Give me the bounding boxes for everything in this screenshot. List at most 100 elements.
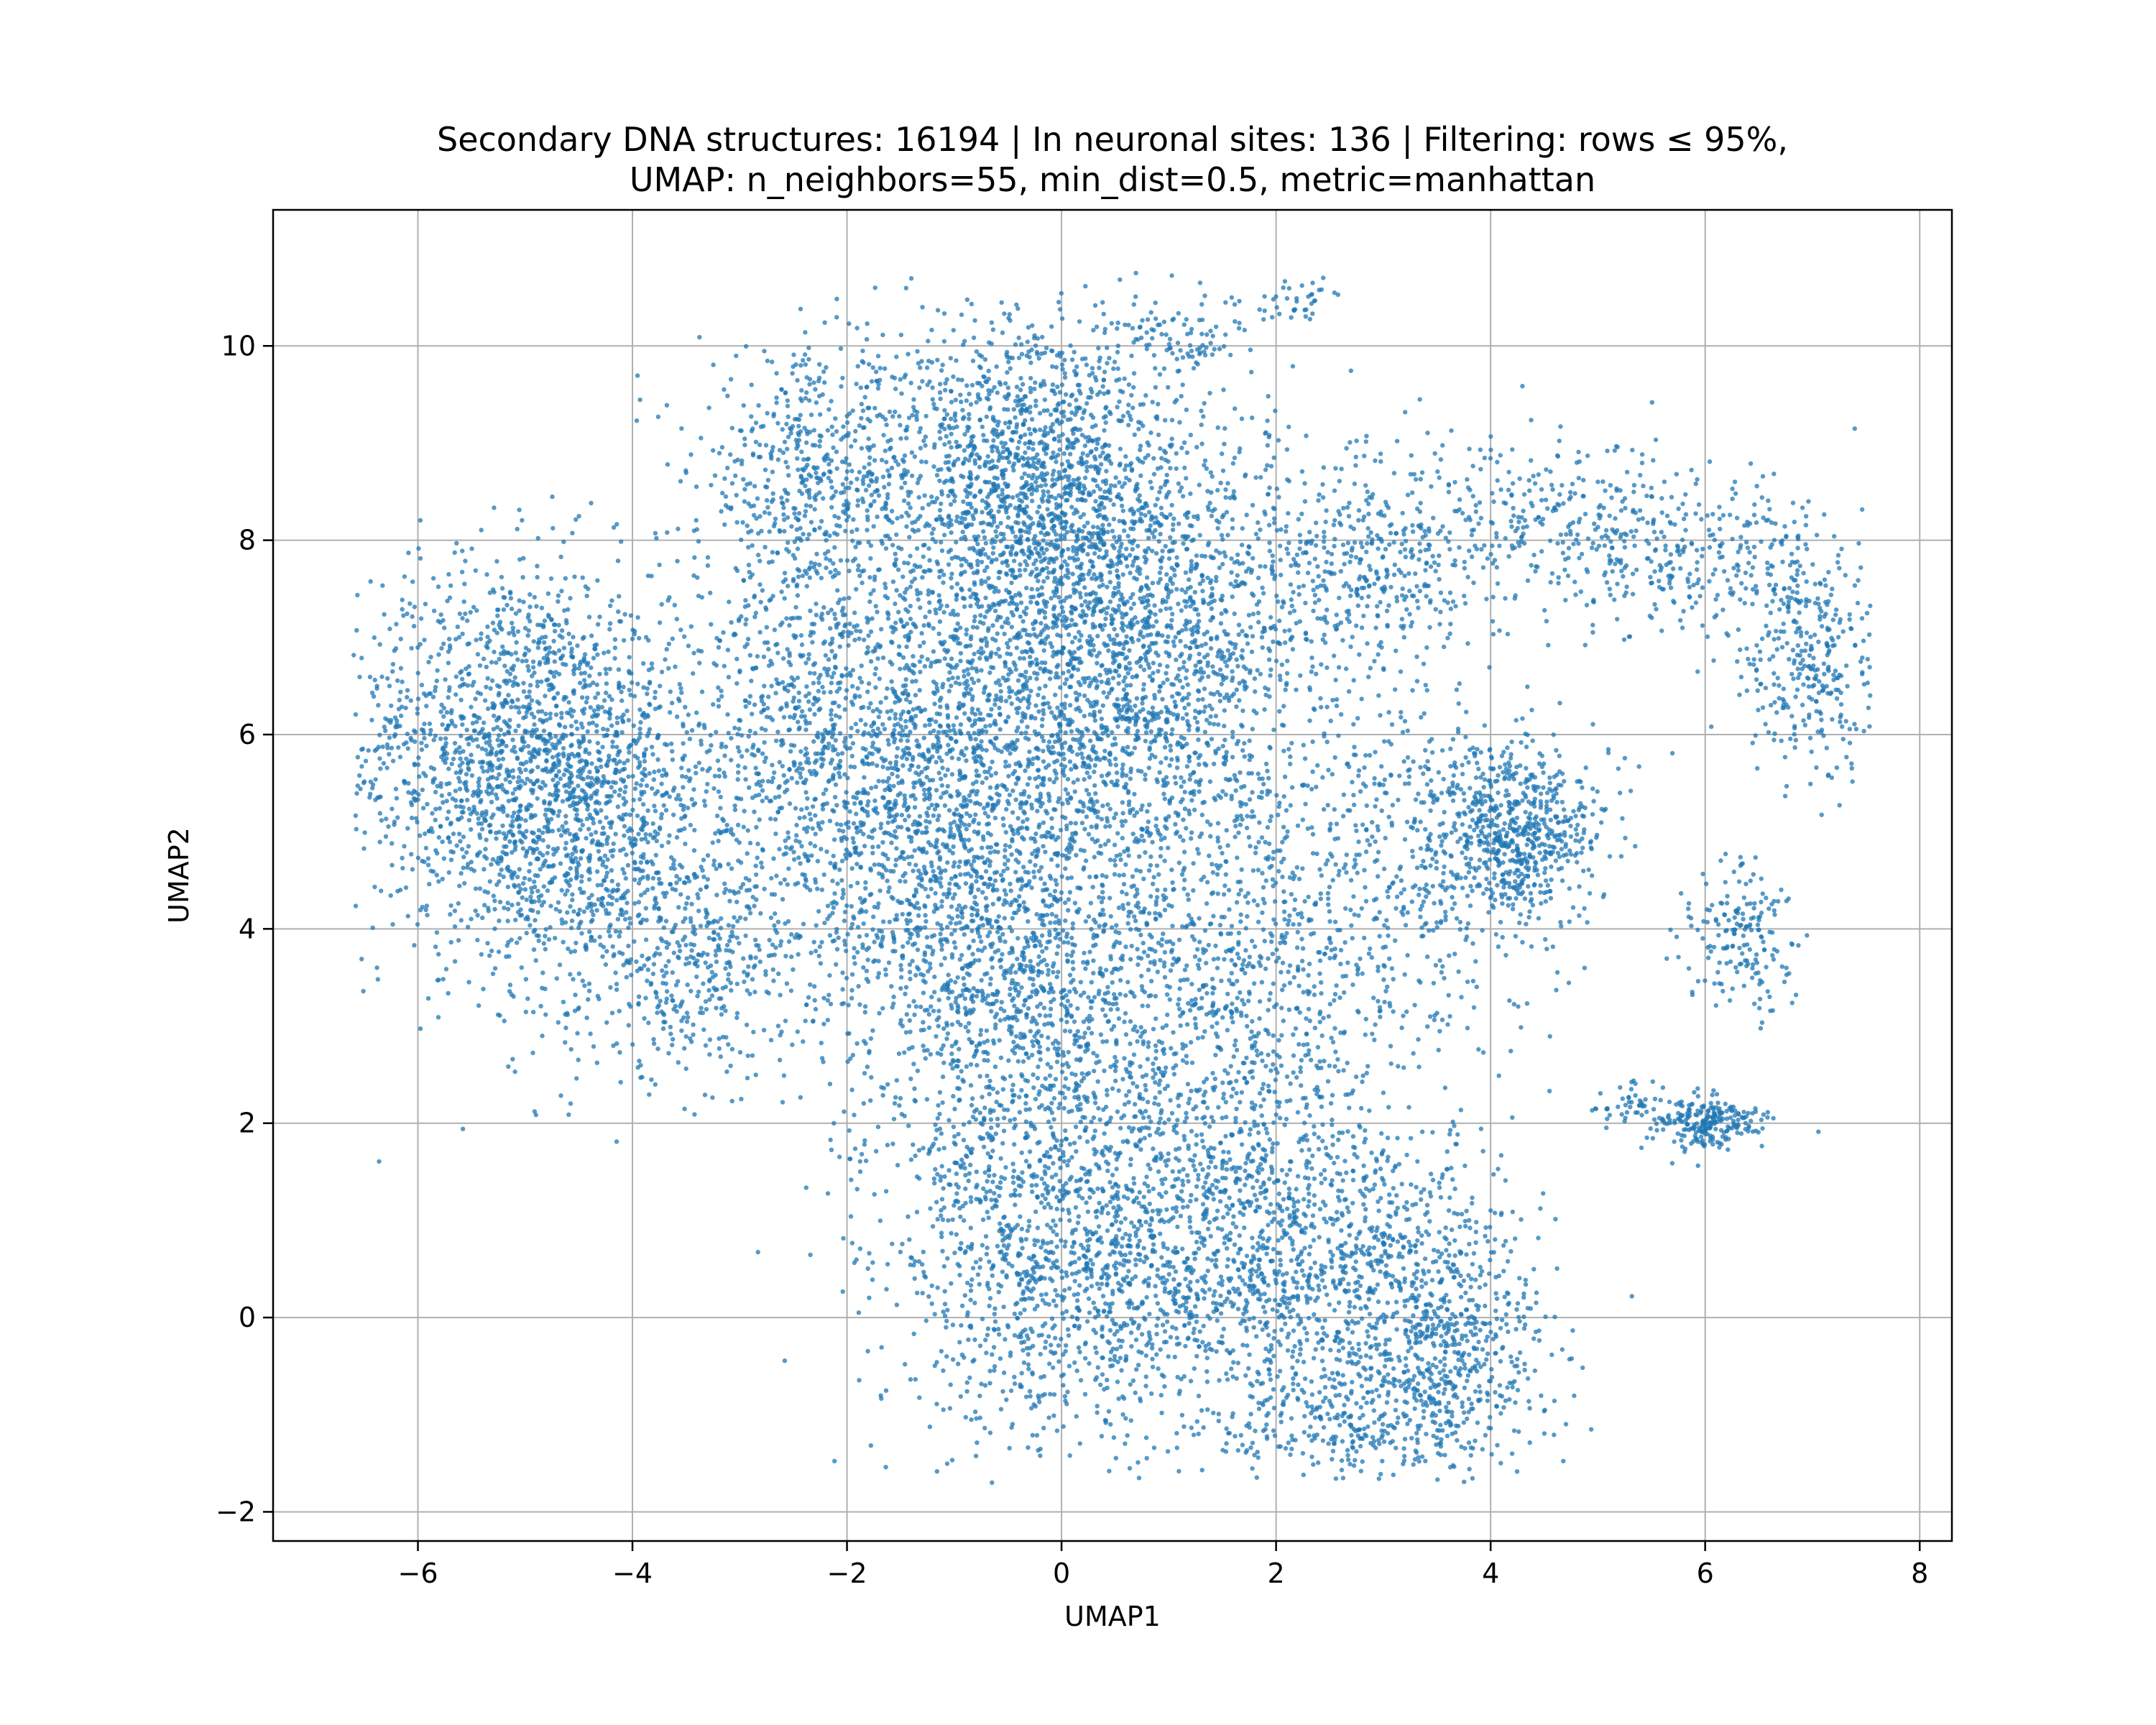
- scatter-point: [828, 1082, 832, 1086]
- scatter-point: [971, 625, 975, 629]
- scatter-point: [619, 1080, 623, 1085]
- scatter-point: [667, 595, 671, 599]
- scatter-point: [921, 1020, 925, 1024]
- scatter-point: [804, 1003, 808, 1007]
- scatter-point: [849, 726, 853, 730]
- scatter-point: [837, 828, 842, 832]
- scatter-point: [396, 745, 400, 750]
- scatter-point: [1067, 897, 1071, 901]
- scatter-point: [832, 837, 837, 842]
- scatter-point: [667, 642, 671, 646]
- scatter-point: [742, 443, 747, 447]
- scatter-point: [838, 731, 842, 735]
- scatter-point: [568, 866, 573, 870]
- scatter-point: [934, 788, 939, 792]
- scatter-point: [834, 449, 839, 454]
- scatter-point: [505, 603, 509, 607]
- scatter-point: [771, 978, 775, 983]
- scatter-point: [511, 667, 515, 671]
- scatter-point: [752, 903, 756, 908]
- scatter-point: [517, 824, 521, 829]
- scatter-point: [786, 882, 790, 886]
- scatter-point: [437, 835, 441, 840]
- scatter-point: [451, 832, 456, 836]
- scatter-point: [893, 387, 898, 391]
- scatter-point: [754, 666, 758, 670]
- scatter-point: [722, 664, 727, 668]
- scatter-point: [829, 708, 834, 712]
- scatter-point: [364, 759, 368, 763]
- scatter-point: [446, 835, 451, 840]
- scatter-point: [390, 806, 394, 811]
- scatter-point: [668, 1025, 673, 1029]
- scatter-point: [801, 653, 805, 658]
- scatter-point: [714, 953, 718, 957]
- scatter-point: [806, 456, 811, 461]
- scatter-point: [758, 960, 763, 964]
- scatter-point: [534, 958, 538, 962]
- scatter-point: [517, 883, 521, 888]
- scatter-point: [754, 825, 758, 829]
- scatter-point: [682, 1107, 686, 1111]
- scatter-point: [689, 902, 694, 906]
- scatter-point: [598, 758, 602, 763]
- scatter-point: [561, 540, 566, 544]
- scatter-point: [390, 863, 394, 868]
- scatter-point: [733, 808, 737, 812]
- scatter-point: [632, 798, 636, 802]
- scatter-point: [862, 730, 866, 735]
- scatter-point: [955, 907, 959, 911]
- scatter-point: [743, 916, 747, 921]
- scatter-point: [542, 729, 546, 733]
- scatter-point: [523, 729, 528, 733]
- scatter-point: [717, 774, 722, 778]
- scatter-point: [813, 507, 817, 511]
- scatter-point: [869, 1075, 873, 1080]
- scatter-point: [935, 358, 939, 362]
- scatter-point: [499, 750, 503, 755]
- scatter-point: [736, 763, 740, 768]
- scatter-point: [957, 865, 961, 869]
- scatter-point: [764, 796, 768, 800]
- scatter-point: [770, 359, 774, 364]
- scatter-point: [479, 952, 484, 957]
- scatter-point: [540, 903, 544, 907]
- scatter-point: [845, 1059, 849, 1064]
- scatter-point: [683, 842, 687, 846]
- scatter-point: [617, 749, 622, 753]
- scatter-point: [584, 792, 588, 796]
- scatter-point: [435, 851, 439, 855]
- scatter-point: [808, 561, 813, 565]
- scatter-point: [495, 614, 499, 618]
- scatter-point: [510, 737, 515, 742]
- scatter-point: [817, 525, 821, 530]
- scatter-point: [413, 790, 418, 794]
- scatter-point: [1004, 807, 1008, 811]
- scatter-point: [699, 739, 703, 743]
- scatter-point: [553, 670, 558, 674]
- scatter-point: [604, 667, 608, 671]
- scatter-point: [653, 951, 658, 955]
- scatter-point: [895, 754, 899, 758]
- scatter-point: [446, 650, 451, 654]
- scatter-point: [502, 875, 506, 879]
- scatter-point: [621, 796, 625, 801]
- scatter-point: [410, 803, 414, 807]
- scatter-point: [604, 865, 608, 869]
- scatter-point: [489, 750, 493, 754]
- scatter-point: [817, 490, 821, 494]
- scatter-point: [900, 813, 904, 817]
- scatter-point: [808, 707, 812, 712]
- scatter-point: [473, 696, 477, 701]
- scatter-point: [605, 870, 609, 875]
- scatter-point: [525, 710, 529, 714]
- scatter-point: [709, 622, 713, 627]
- scatter-point: [573, 849, 578, 853]
- scatter-point: [851, 741, 855, 745]
- scatter-point: [768, 816, 773, 821]
- scatter-point: [673, 603, 677, 607]
- scatter-point: [553, 622, 557, 627]
- scatter-point: [711, 448, 715, 453]
- scatter-point: [382, 761, 386, 765]
- scatter-point: [478, 663, 482, 668]
